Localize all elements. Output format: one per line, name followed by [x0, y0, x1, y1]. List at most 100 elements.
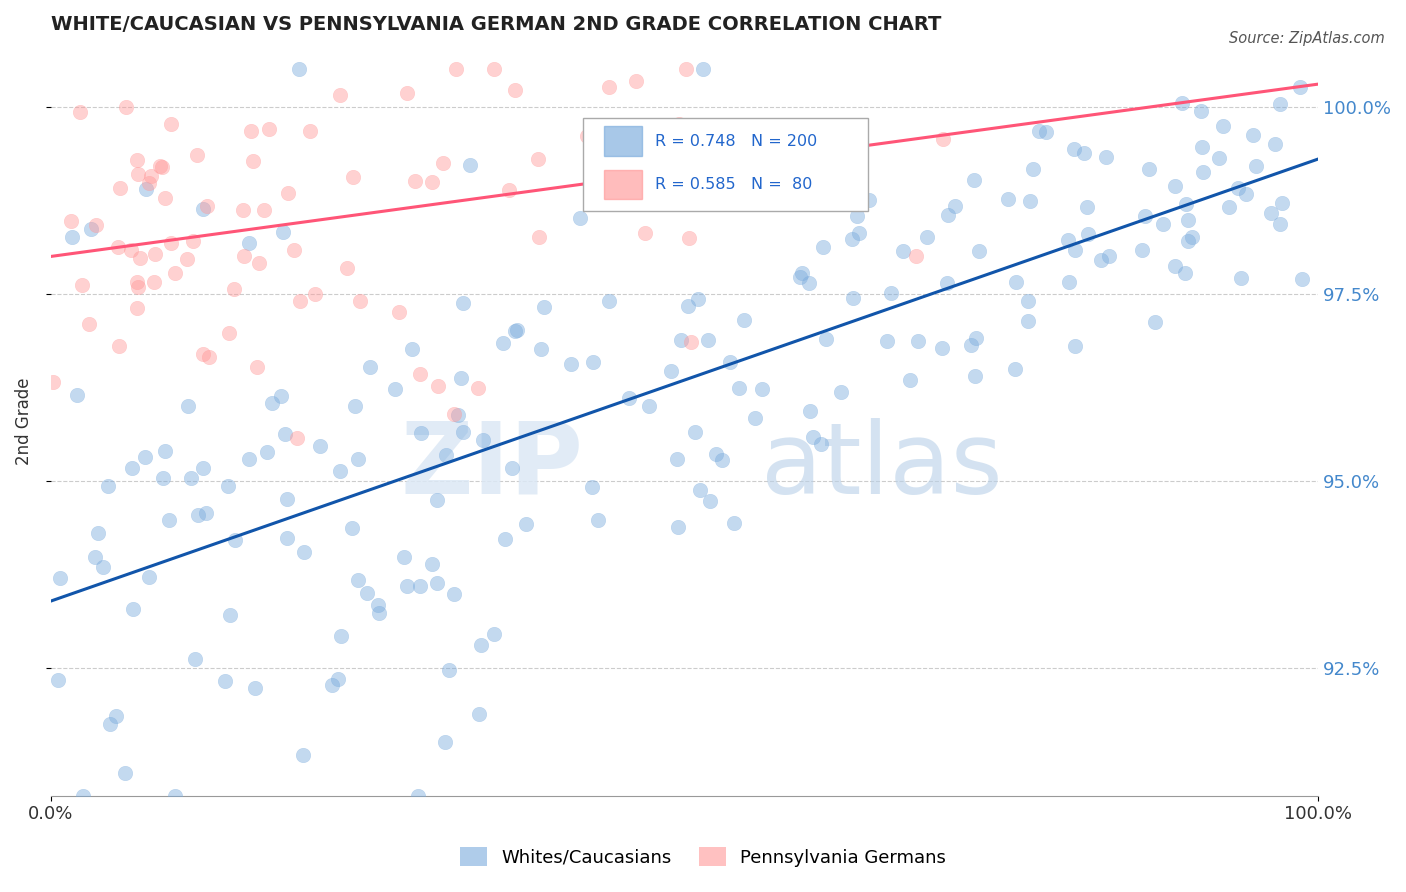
Point — [329, 88, 352, 103]
Point — [191, 202, 214, 217]
Point — [830, 385, 852, 400]
Point — [967, 244, 990, 258]
Point — [443, 407, 465, 421]
Point — [711, 452, 734, 467]
Point — [139, 169, 162, 183]
Point — [406, 789, 429, 803]
Text: WHITE/CAUCASIAN VS PENNSYLVANIA GERMAN 2ND GRADE CORRELATION CHART: WHITE/CAUCASIAN VS PENNSYLVANIA GERMAN 2… — [51, 15, 942, 34]
Point — [401, 342, 423, 356]
Point — [1268, 96, 1291, 111]
Point — [1095, 150, 1118, 164]
Point — [446, 408, 468, 422]
Point — [468, 707, 491, 722]
Point — [935, 276, 957, 290]
Point — [238, 451, 260, 466]
Point — [1022, 161, 1045, 176]
Point — [1073, 145, 1095, 160]
Point — [931, 342, 953, 356]
Point — [1177, 212, 1199, 227]
Point — [247, 256, 270, 270]
Point — [688, 292, 710, 306]
Point — [751, 383, 773, 397]
Point — [1164, 260, 1187, 274]
Point — [1174, 266, 1197, 280]
Point — [879, 286, 901, 301]
Point — [245, 681, 267, 695]
Point — [238, 236, 260, 251]
Point — [810, 437, 832, 451]
Text: Source: ZipAtlas.com: Source: ZipAtlas.com — [1229, 31, 1385, 46]
Point — [744, 410, 766, 425]
Point — [253, 203, 276, 218]
Point — [498, 183, 520, 197]
Point — [108, 181, 131, 195]
Point — [1268, 217, 1291, 231]
Point — [276, 531, 298, 545]
Point — [329, 464, 352, 478]
Point — [1171, 95, 1194, 110]
Text: R = 0.748   N = 200: R = 0.748 N = 200 — [655, 134, 818, 149]
Point — [218, 607, 240, 622]
Point — [240, 124, 263, 138]
Point — [91, 559, 114, 574]
Point — [1289, 79, 1312, 94]
Point — [503, 324, 526, 338]
Point — [443, 587, 465, 601]
Point — [257, 122, 280, 136]
Point — [256, 444, 278, 458]
Point — [155, 191, 177, 205]
Point — [697, 333, 720, 347]
Point — [963, 369, 986, 384]
Point — [49, 571, 72, 585]
Point — [321, 678, 343, 692]
Point — [790, 266, 813, 280]
Point — [409, 579, 432, 593]
Point — [1090, 252, 1112, 267]
Point — [1218, 200, 1240, 214]
Point — [155, 443, 177, 458]
Point — [142, 275, 165, 289]
Point — [482, 627, 505, 641]
Point — [789, 269, 811, 284]
Text: atlas: atlas — [761, 417, 1002, 515]
Point — [184, 652, 207, 666]
Point — [330, 629, 353, 643]
Point — [733, 312, 755, 326]
Point — [392, 549, 415, 564]
Point — [799, 404, 821, 418]
Point — [484, 62, 506, 77]
Point — [943, 199, 966, 213]
Point — [218, 326, 240, 340]
Point — [283, 243, 305, 257]
Point — [675, 62, 697, 77]
Point — [1064, 243, 1087, 257]
Point — [246, 359, 269, 374]
Point — [841, 232, 863, 246]
Point — [157, 513, 180, 527]
Point — [1137, 161, 1160, 176]
Point — [1018, 194, 1040, 208]
Point — [1063, 142, 1085, 156]
Point — [1260, 206, 1282, 220]
Point — [1004, 362, 1026, 376]
Point — [343, 400, 366, 414]
Point — [84, 218, 107, 232]
Text: ZIP: ZIP — [401, 417, 583, 515]
Point — [232, 202, 254, 217]
Point — [704, 448, 727, 462]
Point — [494, 532, 516, 546]
Point — [384, 382, 406, 396]
Point — [1056, 233, 1078, 247]
Point — [143, 246, 166, 260]
Point — [163, 789, 186, 803]
Point — [409, 367, 432, 381]
Point — [217, 479, 239, 493]
Point — [273, 225, 295, 239]
Point — [1005, 275, 1028, 289]
Point — [87, 526, 110, 541]
Point — [114, 100, 136, 114]
Point — [581, 480, 603, 494]
Point — [506, 323, 529, 337]
Point — [1226, 181, 1249, 195]
Point — [434, 735, 457, 749]
